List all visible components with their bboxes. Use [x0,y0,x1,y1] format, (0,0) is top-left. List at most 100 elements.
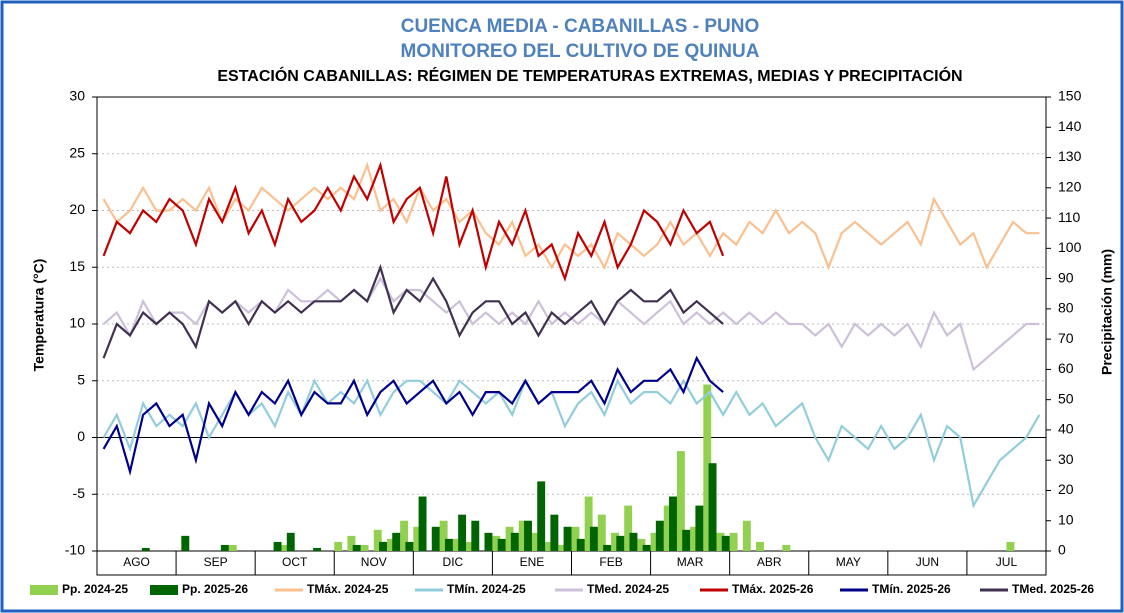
y-tick-label: -5 [73,485,86,501]
precip-bar [721,535,730,551]
y2-tick-label: 50 [1058,390,1074,406]
x-tick-label: ABR [757,555,782,569]
precip-bar [452,538,461,551]
temp-line [102,355,724,476]
precip-bar [484,532,493,551]
y2-tick-label: 90 [1058,269,1074,285]
legend-label: TMáx. 2024-25 [307,582,389,596]
y-tick-label: 10 [69,315,85,331]
precip-bar [497,538,506,551]
y2-tick-label: 40 [1058,421,1074,437]
precip-bar [347,535,356,551]
x-tick-label: ENE [520,555,545,569]
precip-bar [729,532,738,551]
precip-bar [650,532,659,551]
precip-bar [181,535,190,551]
legend-label: TMed. 2025-26 [1012,582,1094,596]
x-tick-label: JUL [996,555,1018,569]
precip-bar [676,451,685,551]
temp-line [102,161,725,283]
y-tick-label: 30 [69,88,85,104]
precip-bar [492,535,501,551]
y-tick-label: 0 [77,428,85,444]
precip-bar [571,526,580,551]
precip-bar [756,541,764,551]
precip-bar [405,541,414,551]
y2-tick-label: 10 [1058,511,1074,527]
y2-tick-label: 110 [1058,209,1081,225]
precip-bar [444,538,453,551]
y-tick-label: -10 [65,542,85,558]
precip-bar [655,520,664,551]
precip-bar [313,547,322,551]
precip-bar [550,514,559,551]
x-tick-label: MAR [677,555,704,569]
y2-tick-label: 130 [1058,148,1082,164]
precip-bar [373,529,382,551]
precip-bar [597,514,606,551]
temp-line [102,378,1041,509]
x-tick-label: MAY [836,555,861,569]
precip-bar [281,544,290,551]
precip-bar [690,526,699,551]
precip-bar [439,520,448,551]
precip-bar [524,520,532,551]
precip-bar [782,544,791,551]
legend-label: TMín. 2025-26 [872,582,951,596]
precip-bar [273,541,282,551]
x-tick-label: AGO [123,555,150,569]
precip-bar [352,544,361,551]
y-axis-label: Temperatura (°C) [31,259,47,372]
legend-label: TMed. 2024-25 [587,582,669,596]
precip-bar [379,541,387,551]
y2-tick-label: 140 [1058,118,1082,134]
precip-bar [392,532,401,551]
legend-label: TMáx. 2025-26 [732,582,814,596]
title: CUENCA MEDIA - CABANILLAS - PUNO [401,16,760,37]
precip-bar [545,541,554,551]
precip-bar [708,463,717,551]
precip-bar [703,384,712,551]
y2-axis-label: Precipitación (mm) [1099,249,1115,375]
legend-swatch [30,585,58,595]
precip-bar [616,535,625,551]
precip-bar [589,526,598,551]
precip-bar [505,526,514,551]
precip-bar [413,526,422,551]
y2-tick-label: 120 [1058,179,1082,195]
precip-bar [228,544,237,551]
precip-bar [695,505,704,551]
precip-bar [386,538,395,551]
x-tick-label: JUN [916,555,939,569]
precip-bar [576,538,585,551]
chart-title: ESTACIÓN CABANILLAS: RÉGIMEN DE TEMPERAT… [217,66,962,85]
precip-bar [418,496,427,551]
precip-bar [537,481,546,551]
precip-bar [663,505,672,551]
precip-bar [682,529,691,551]
x-tick-label: SEP [204,555,228,569]
y2-tick-label: 30 [1058,451,1074,467]
precip-bar [624,505,633,551]
y2-tick-label: 100 [1058,239,1082,255]
precip-bar [531,532,540,551]
y-tick-label: 5 [77,371,85,387]
precip-bar [637,538,646,551]
precip-bar [584,496,593,551]
y-tick-label: 20 [69,201,85,217]
precip-bar [510,532,519,551]
precip-bar [458,514,467,551]
precip-bar [431,526,440,551]
precip-bar [360,544,369,551]
precip-bar [466,541,474,551]
legend-label: Pp. 2025-26 [182,582,248,596]
precip-bar [220,544,229,551]
precip-bar [611,532,619,551]
precip-bar [669,496,677,551]
precip-bar [558,544,567,551]
legend-label: TMín. 2024-25 [447,582,526,596]
y2-tick-label: 20 [1058,481,1074,497]
precip-bar [334,541,343,551]
precip-bar [563,526,572,551]
